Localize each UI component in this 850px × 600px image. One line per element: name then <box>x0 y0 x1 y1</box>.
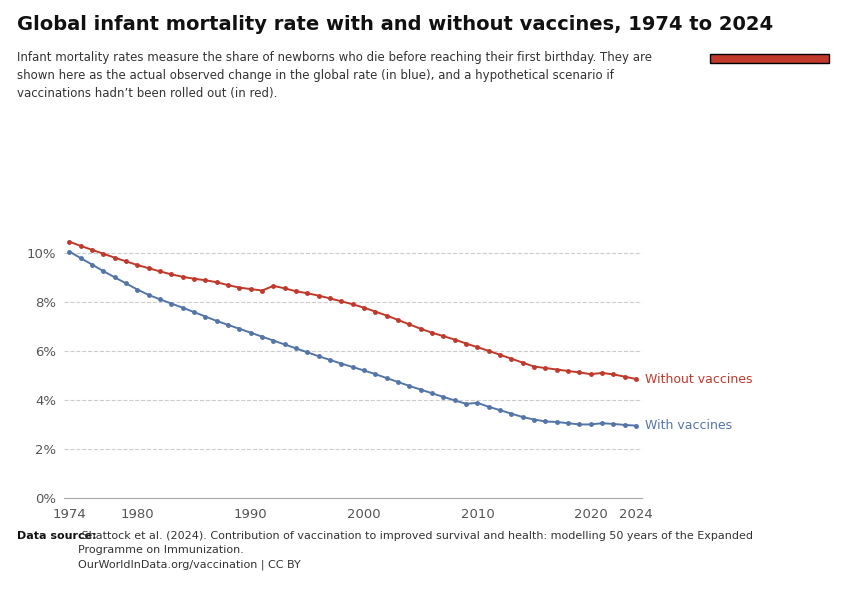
FancyBboxPatch shape <box>710 54 829 63</box>
Text: Our World: Our World <box>740 23 799 32</box>
Text: Infant mortality rates measure the share of newborns who die before reaching the: Infant mortality rates measure the share… <box>17 51 652 100</box>
Text: in Data: in Data <box>748 37 790 46</box>
Text: Without vaccines: Without vaccines <box>645 373 752 386</box>
Text: Global infant mortality rate with and without vaccines, 1974 to 2024: Global infant mortality rate with and wi… <box>17 15 774 34</box>
Text: Data source:: Data source: <box>17 531 97 541</box>
Text: With vaccines: With vaccines <box>645 419 733 432</box>
Text: Shattock et al. (2024). Contribution of vaccination to improved survival and hea: Shattock et al. (2024). Contribution of … <box>78 531 753 569</box>
